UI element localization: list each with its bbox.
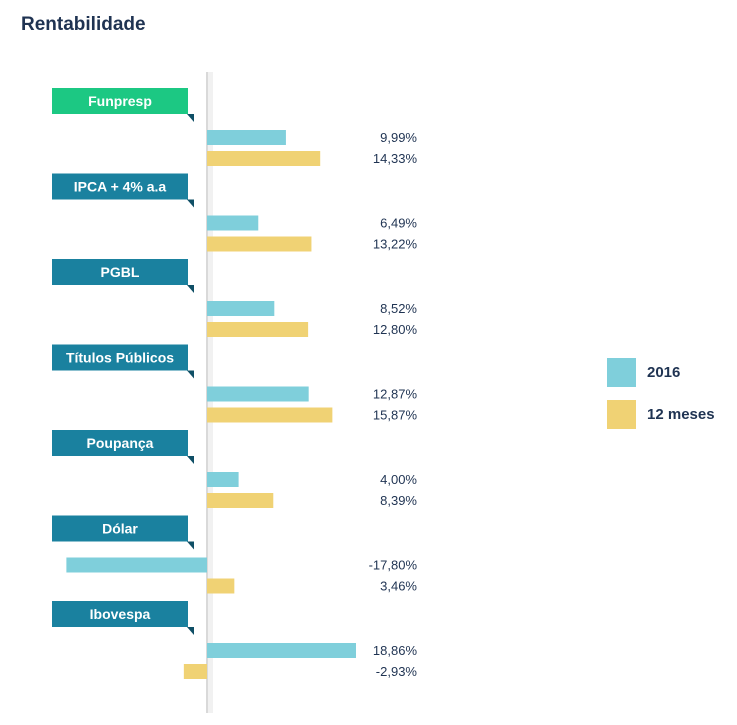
category-ribbon-funpresp bbox=[52, 88, 188, 114]
legend-label-2016: 2016 bbox=[647, 364, 681, 381]
value-label-2016-titulos-publicos: 12,87% bbox=[373, 387, 418, 402]
bar-2016-dolar bbox=[66, 557, 207, 573]
bar-2016-titulos-publicos bbox=[207, 386, 309, 402]
bar-2016-ibovespa bbox=[207, 643, 356, 658]
category-label-ibovespa: Ibovespa bbox=[90, 606, 151, 622]
value-label-2016-funpresp: 9,99% bbox=[380, 130, 417, 145]
category-label-pgbl: PGBL bbox=[101, 264, 140, 280]
category-label-funpresp: Funpresp bbox=[88, 93, 152, 109]
category-ribbon-ipca-4-a-a bbox=[52, 173, 188, 200]
category-ribbon-fold bbox=[187, 627, 194, 635]
category-ribbon-fold bbox=[187, 370, 194, 379]
legend-item-12-meses: 12 meses bbox=[607, 400, 715, 429]
value-label-2016-poupanca: 4,00% bbox=[380, 472, 417, 487]
category-ribbon-titulos-publicos bbox=[52, 344, 188, 371]
category-ribbon-ibovespa bbox=[52, 601, 188, 627]
bar-12-meses-ipca-4-a-a bbox=[207, 236, 312, 252]
bar-12-meses-ibovespa bbox=[183, 664, 207, 679]
legend-swatch-2016 bbox=[607, 358, 636, 387]
value-label-12-meses-ipca-4-a-a: 13,22% bbox=[373, 237, 418, 252]
category-label-ipca-4-a-a: IPCA + 4% a.a bbox=[74, 179, 167, 195]
category-label-titulos-publicos: Títulos Públicos bbox=[66, 350, 174, 366]
category-ribbon-fold bbox=[187, 285, 194, 293]
category-ribbon-poupanca bbox=[52, 430, 188, 456]
page-title: Rentabilidade bbox=[21, 14, 146, 35]
value-label-12-meses-titulos-publicos: 15,87% bbox=[373, 408, 418, 423]
value-label-12-meses-ibovespa: -2,93% bbox=[376, 664, 418, 679]
bar-12-meses-pgbl bbox=[207, 322, 309, 337]
bar-2016-funpresp bbox=[207, 130, 286, 145]
value-label-2016-dolar: -17,80% bbox=[369, 558, 418, 573]
category-label-dolar: Dólar bbox=[102, 521, 138, 537]
category-ribbon-pgbl bbox=[52, 259, 188, 285]
value-label-12-meses-poupanca: 8,39% bbox=[380, 493, 417, 508]
value-label-2016-ibovespa: 18,86% bbox=[373, 643, 418, 658]
bar-2016-poupanca bbox=[207, 472, 239, 487]
value-label-2016-pgbl: 8,52% bbox=[380, 301, 417, 316]
category-ribbon-fold bbox=[187, 114, 194, 122]
bar-12-meses-dolar bbox=[207, 578, 235, 594]
legend-label-12-meses: 12 meses bbox=[647, 406, 715, 423]
bar-12-meses-funpresp bbox=[207, 151, 321, 166]
chart-legend: 2016 12 meses bbox=[607, 358, 715, 442]
legend-swatch-12-meses bbox=[607, 400, 636, 429]
bar-12-meses-poupanca bbox=[207, 493, 274, 508]
value-label-12-meses-funpresp: 14,33% bbox=[373, 151, 418, 166]
bar-2016-ipca-4-a-a bbox=[207, 215, 259, 231]
category-ribbon-dolar bbox=[52, 515, 188, 542]
value-label-12-meses-dolar: 3,46% bbox=[380, 579, 417, 594]
value-label-2016-ipca-4-a-a: 6,49% bbox=[380, 216, 417, 231]
value-label-12-meses-pgbl: 12,80% bbox=[373, 322, 418, 337]
legend-item-2016: 2016 bbox=[607, 358, 715, 387]
category-ribbon-fold bbox=[187, 541, 194, 550]
category-ribbon-fold bbox=[187, 199, 194, 208]
category-label-poupanca: Poupança bbox=[87, 435, 154, 451]
bar-12-meses-titulos-publicos bbox=[207, 407, 333, 423]
bar-2016-pgbl bbox=[207, 301, 275, 316]
category-ribbon-fold bbox=[187, 456, 194, 464]
